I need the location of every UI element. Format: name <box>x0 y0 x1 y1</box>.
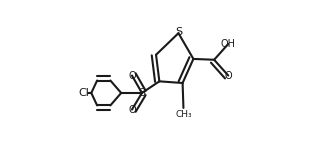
Text: O: O <box>128 105 136 115</box>
Text: S: S <box>175 27 182 37</box>
Text: CH₃: CH₃ <box>175 110 192 119</box>
Text: Cl: Cl <box>78 88 89 98</box>
Text: O: O <box>224 71 232 81</box>
Text: S: S <box>138 88 145 98</box>
Text: OH: OH <box>221 39 236 49</box>
Text: O: O <box>128 71 136 81</box>
